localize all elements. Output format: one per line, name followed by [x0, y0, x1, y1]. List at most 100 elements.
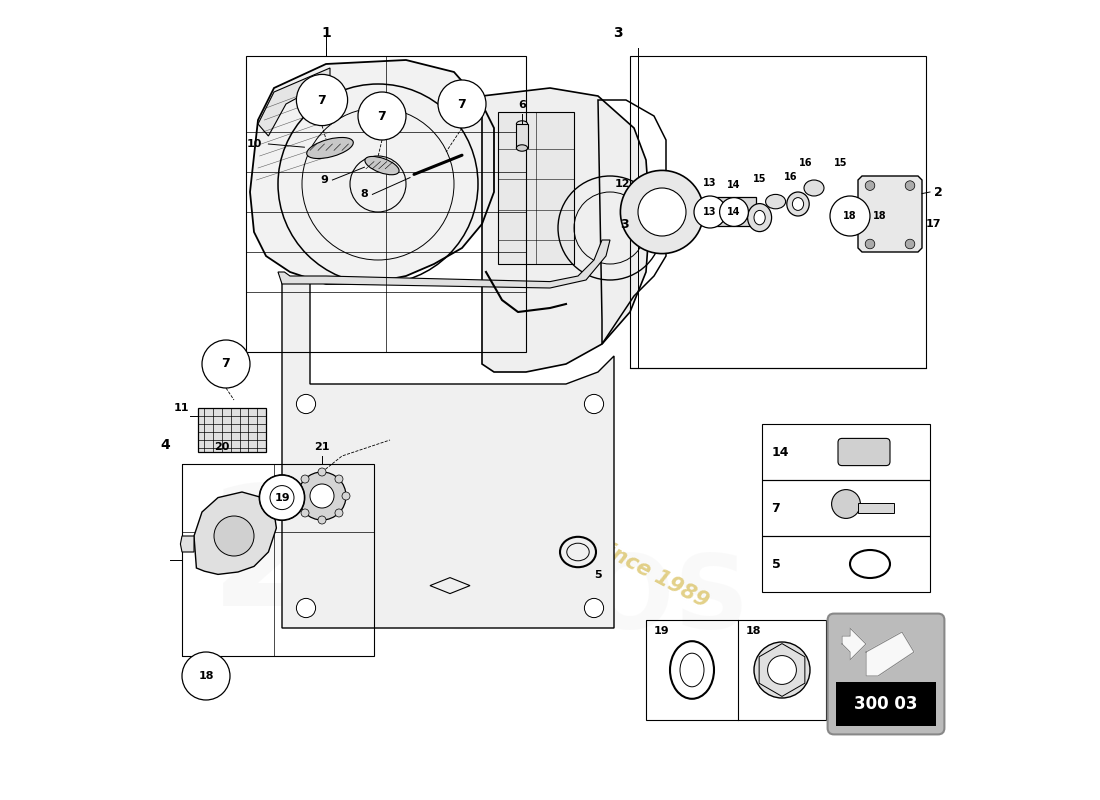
Text: 13: 13: [703, 207, 717, 217]
Polygon shape: [278, 240, 610, 288]
Circle shape: [182, 652, 230, 700]
Text: 7: 7: [318, 94, 327, 106]
Bar: [762, 424, 930, 480]
Text: 14: 14: [727, 180, 740, 190]
Text: 3: 3: [619, 218, 628, 230]
Text: 18: 18: [198, 671, 213, 681]
Bar: [836, 682, 936, 726]
Ellipse shape: [516, 121, 528, 127]
Polygon shape: [258, 68, 330, 136]
Text: 7: 7: [221, 358, 230, 370]
Text: 18: 18: [746, 626, 761, 637]
Bar: [858, 503, 894, 513]
Circle shape: [358, 92, 406, 140]
Ellipse shape: [516, 145, 528, 151]
Bar: [646, 620, 826, 720]
Text: EUROS: EUROS: [351, 550, 749, 650]
Text: 5: 5: [594, 570, 602, 579]
Text: 9: 9: [320, 175, 328, 185]
Text: 14: 14: [771, 446, 789, 458]
Circle shape: [296, 394, 316, 414]
Circle shape: [301, 509, 309, 517]
Bar: [498, 112, 574, 264]
Text: 21: 21: [315, 442, 330, 452]
Circle shape: [866, 239, 874, 249]
Text: 16: 16: [783, 172, 798, 182]
Ellipse shape: [766, 194, 785, 209]
Circle shape: [905, 181, 915, 190]
Text: 300 03: 300 03: [855, 694, 917, 713]
Circle shape: [301, 475, 309, 483]
Polygon shape: [858, 176, 922, 252]
Text: 20: 20: [210, 478, 442, 642]
Text: 20: 20: [214, 442, 230, 452]
Circle shape: [336, 509, 343, 517]
Text: 7: 7: [458, 98, 466, 110]
Polygon shape: [866, 632, 914, 676]
Circle shape: [438, 80, 486, 128]
Text: 10: 10: [246, 139, 262, 149]
Text: 7: 7: [377, 110, 386, 122]
Circle shape: [298, 472, 346, 520]
Circle shape: [584, 394, 604, 414]
Circle shape: [336, 475, 343, 483]
Ellipse shape: [748, 204, 771, 232]
Text: 1: 1: [321, 26, 331, 40]
Text: 19: 19: [274, 493, 289, 502]
Bar: [630, 56, 926, 368]
Text: 8: 8: [361, 190, 368, 199]
Circle shape: [342, 492, 350, 500]
Circle shape: [866, 181, 874, 190]
Text: 12: 12: [615, 179, 630, 189]
Circle shape: [202, 340, 250, 388]
Text: 5: 5: [771, 558, 780, 570]
Text: 13: 13: [703, 178, 717, 188]
Circle shape: [905, 239, 915, 249]
Polygon shape: [180, 536, 194, 552]
Circle shape: [638, 188, 686, 236]
Circle shape: [318, 468, 326, 476]
Ellipse shape: [792, 198, 804, 210]
Bar: [246, 56, 526, 352]
Ellipse shape: [804, 180, 824, 196]
Text: 11: 11: [174, 403, 189, 413]
Text: 16: 16: [800, 158, 813, 168]
FancyBboxPatch shape: [838, 438, 890, 466]
Circle shape: [296, 598, 316, 618]
Text: 2: 2: [934, 186, 943, 198]
Circle shape: [754, 642, 810, 698]
Circle shape: [260, 475, 305, 520]
Circle shape: [584, 598, 604, 618]
Text: 18: 18: [873, 211, 887, 221]
FancyBboxPatch shape: [827, 614, 945, 734]
Circle shape: [832, 490, 860, 518]
Circle shape: [318, 516, 326, 524]
Circle shape: [296, 74, 348, 126]
Circle shape: [620, 170, 704, 254]
Text: a passion for parts since 1989: a passion for parts since 1989: [388, 428, 712, 612]
Polygon shape: [482, 88, 650, 372]
Circle shape: [310, 484, 334, 508]
Text: 19: 19: [654, 626, 670, 637]
Bar: [182, 464, 374, 656]
Text: 14: 14: [727, 207, 740, 217]
Text: 7: 7: [771, 502, 780, 514]
Ellipse shape: [754, 210, 766, 225]
Text: 15: 15: [834, 158, 847, 168]
Polygon shape: [282, 280, 614, 628]
Ellipse shape: [365, 157, 399, 174]
Circle shape: [830, 196, 870, 236]
Circle shape: [694, 196, 726, 228]
Bar: [762, 536, 930, 592]
Text: 3: 3: [613, 26, 623, 40]
Bar: [762, 480, 930, 536]
Polygon shape: [842, 628, 866, 660]
Ellipse shape: [307, 138, 353, 158]
Polygon shape: [198, 408, 266, 452]
Polygon shape: [194, 492, 276, 574]
Circle shape: [719, 198, 748, 226]
Text: 4: 4: [161, 438, 170, 452]
Circle shape: [294, 492, 302, 500]
Circle shape: [768, 656, 796, 685]
Bar: [516, 124, 528, 148]
